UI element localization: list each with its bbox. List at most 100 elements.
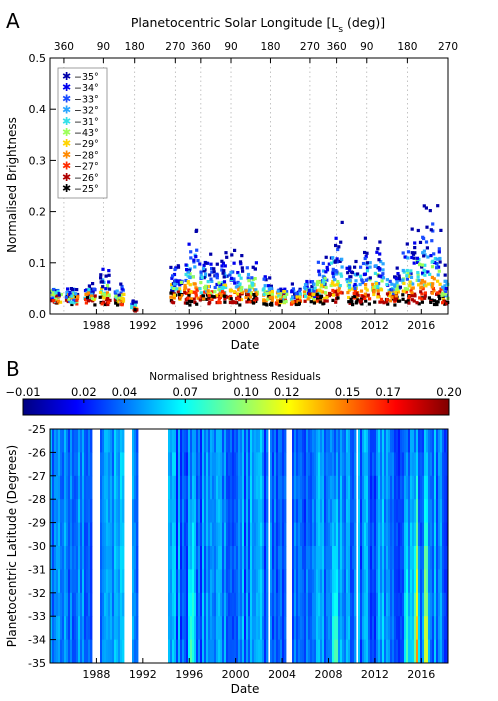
b-heatmap-cell xyxy=(114,499,117,523)
a-data-point xyxy=(335,257,339,261)
b-heatmap-cell xyxy=(198,616,201,640)
b-heatmap-cell xyxy=(244,452,247,477)
a-data-point xyxy=(230,253,234,257)
b-heatmap-cell xyxy=(436,546,439,570)
a-y-tick-label: 0.5 xyxy=(29,52,47,65)
b-heatmap-column xyxy=(172,429,175,664)
b-heatmap-cell xyxy=(180,522,183,547)
b-heatmap-cell xyxy=(416,452,419,477)
b-heatmap-cell xyxy=(188,592,191,617)
b-heatmap-cell xyxy=(50,569,53,594)
b-heatmap-cell xyxy=(296,452,299,477)
a-data-point xyxy=(422,236,426,241)
b-heatmap-cell xyxy=(122,522,125,547)
b-heatmap-cell xyxy=(256,639,259,664)
b-heatmap-cell xyxy=(320,475,323,500)
a-data-point xyxy=(417,302,421,306)
b-heatmap-cell xyxy=(304,522,307,547)
b-heatmap-cell xyxy=(178,569,181,594)
b-heatmap-cell xyxy=(426,592,429,617)
b-heatmap-cell xyxy=(294,499,297,523)
a-data-point xyxy=(73,292,78,296)
a-data-point xyxy=(424,240,429,244)
a-data-point xyxy=(349,297,353,301)
a-data-point xyxy=(340,265,344,269)
b-heatmap-cell xyxy=(242,522,245,547)
b-x-tick-label: 2016 xyxy=(407,668,435,681)
b-heatmap-cell xyxy=(220,499,223,523)
b-heatmap-cell xyxy=(136,499,139,523)
b-heatmap-cell xyxy=(304,569,307,594)
a-data-point xyxy=(331,280,335,284)
a-x-ticks: 1988 1992 1996 2000 2004 2008 2012 2016 xyxy=(82,309,435,332)
b-heatmap-cell xyxy=(278,429,281,453)
a-data-point xyxy=(310,285,314,289)
b-heatmap-cell xyxy=(72,475,75,500)
a-data-point xyxy=(317,269,321,273)
b-heatmap-cell xyxy=(246,616,249,640)
b-heatmap-cell xyxy=(206,569,209,594)
b-heatmap-cell xyxy=(172,639,175,664)
a-data-point xyxy=(186,274,190,278)
a-legend-label: −43° xyxy=(74,128,99,139)
b-heatmap-column xyxy=(298,429,301,664)
b-heatmap-cell xyxy=(382,639,385,664)
b-heatmap-cell xyxy=(258,616,261,640)
b-heatmap-cell xyxy=(132,569,135,594)
a-data-point xyxy=(84,297,88,301)
colorbar-tick-label: 0.20 xyxy=(436,385,462,399)
b-heatmap-cell xyxy=(56,452,59,477)
b-heatmap-cell xyxy=(66,452,69,477)
b-heatmap-column xyxy=(344,429,347,664)
colorbar-tick-label: 0.02 xyxy=(71,385,97,399)
b-heatmap-cell xyxy=(384,616,387,640)
a-data-point xyxy=(364,299,368,303)
b-heatmap-column xyxy=(100,429,103,664)
b-heatmap-cell xyxy=(312,475,315,500)
a-data-point xyxy=(411,282,415,286)
a-data-point xyxy=(413,246,417,250)
a-data-point xyxy=(298,299,302,303)
b-heatmap-cell xyxy=(358,592,361,617)
b-heatmap-cell xyxy=(390,569,393,594)
b-heatmap-cell xyxy=(136,592,139,617)
b-heatmap-cell xyxy=(176,616,179,640)
a-data-point xyxy=(379,260,383,264)
b-heatmap-cell xyxy=(80,639,83,664)
b-heatmap-cell xyxy=(58,569,61,594)
b-heatmap-cell xyxy=(436,569,439,594)
b-heatmap-cell xyxy=(122,475,125,500)
b-heatmap-cell xyxy=(118,546,121,570)
a-data-point xyxy=(445,302,449,306)
b-heatmap-cell xyxy=(438,639,441,664)
b-heatmap-cell xyxy=(244,592,247,617)
b-heatmap-cell xyxy=(316,616,319,640)
b-heatmap-cell xyxy=(318,546,321,570)
b-heatmap-cell xyxy=(318,522,321,547)
b-heatmap-cell xyxy=(384,546,387,570)
b-heatmap-cell xyxy=(366,616,369,640)
b-heatmap-cell xyxy=(336,522,339,547)
a-data-point xyxy=(93,294,97,298)
a-data-point xyxy=(231,301,235,305)
b-heatmap-cell xyxy=(370,522,373,547)
b-heatmap-column xyxy=(182,429,185,664)
a-data-point xyxy=(173,267,177,272)
b-heatmap-cell xyxy=(404,639,407,664)
b-heatmap-cell xyxy=(390,639,393,664)
b-heatmap-cell xyxy=(410,499,413,523)
b-heatmap-cell xyxy=(88,569,91,594)
b-heatmap-cell xyxy=(56,569,59,594)
b-heatmap-cell xyxy=(168,499,171,523)
a-data-point xyxy=(116,303,120,307)
b-heatmap-column xyxy=(206,429,209,664)
b-heatmap-cell xyxy=(430,475,433,500)
b-heatmap-cell xyxy=(84,639,87,664)
b-heatmap-column xyxy=(262,429,265,664)
b-heatmap-cell xyxy=(426,499,429,523)
b-heatmap-cell xyxy=(250,546,253,570)
a-data-point xyxy=(294,302,298,307)
b-heatmap-cell xyxy=(334,499,337,523)
a-data-point xyxy=(302,290,307,294)
a-data-point xyxy=(308,292,312,296)
